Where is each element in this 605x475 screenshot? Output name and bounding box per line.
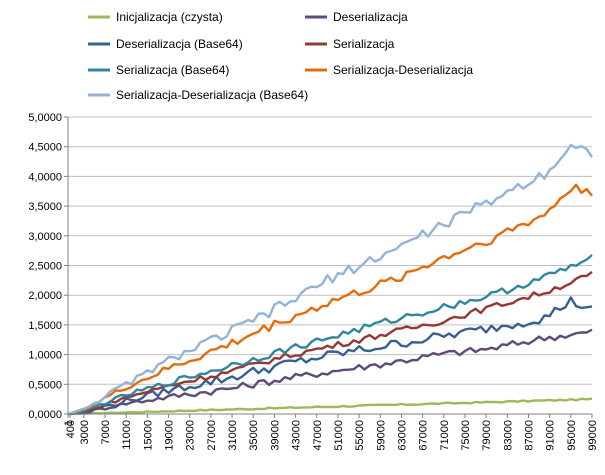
x-tick-label: 11000 — [121, 420, 133, 450]
x-tick-label: 71000 — [439, 420, 451, 451]
x-tick-label: 3000 — [79, 420, 91, 444]
x-tick-label: 75000 — [460, 420, 472, 451]
y-tick-label: 1,5000 — [28, 320, 62, 332]
x-tick-label: 15000 — [142, 420, 154, 451]
x-tick-label: 27000 — [206, 420, 218, 451]
series-line — [67, 296, 593, 416]
x-tick-label: 83000 — [502, 420, 514, 451]
x-tick-label: 47000 — [312, 420, 324, 451]
series-line — [67, 397, 593, 416]
y-axis-ticks: 0,0000 0,5000 1,0000 1,5000 2,0000 2,5000 3,00… — [28, 112, 68, 421]
y-tick-label: 1,0000 — [28, 350, 62, 362]
x-tick-label: 400 — [65, 420, 77, 438]
y-tick-label: 4,5000 — [28, 142, 62, 154]
x-tick-label: 23000 — [185, 420, 197, 451]
y-tick-label: 2,0000 — [28, 290, 62, 302]
x-tick-label: 87000 — [523, 420, 535, 451]
legend-label: Inicjalizacja (czysta) — [116, 10, 223, 24]
series-line — [67, 143, 594, 416]
series-line — [67, 270, 593, 416]
y-tick-label: 0,5000 — [28, 379, 62, 391]
legend: Inicjalizacja (czysta) Deserializacja Dese… — [88, 10, 473, 102]
series-line — [67, 183, 593, 416]
legend-label: Deserializacja (Base64) — [116, 37, 243, 51]
series-line — [67, 254, 593, 416]
legend-label: Deserializacja — [333, 10, 408, 24]
x-tick-label: 79000 — [481, 420, 493, 451]
x-tick-label: 19000 — [164, 420, 176, 451]
x-tick-label: 51000 — [333, 420, 345, 451]
series-line — [67, 328, 593, 416]
legend-label: Serializacja-Deserializacja (Base64) — [116, 88, 308, 102]
legend-label: Serializacja-Deserializacja — [333, 63, 473, 77]
x-tick-label: 39000 — [269, 420, 281, 451]
y-tick-label: 3,5000 — [28, 201, 62, 213]
x-tick-label: 55000 — [354, 420, 366, 451]
series-lines — [67, 143, 594, 416]
x-tick-label: 7000 — [100, 420, 112, 444]
x-tick-label: 91000 — [545, 420, 557, 451]
y-tick-label: 0,0000 — [28, 409, 62, 421]
x-tick-label: 63000 — [396, 420, 408, 451]
x-tick-label: 95000 — [566, 420, 578, 451]
x-tick-label: 43000 — [291, 420, 303, 451]
y-tick-label: 5,0000 — [28, 112, 62, 124]
y-tick-label: 2,5000 — [28, 261, 62, 273]
legend-label: Serializacja — [333, 37, 395, 51]
x-tick-label: 67000 — [418, 420, 430, 451]
x-tick-label: 35000 — [248, 420, 260, 451]
x-tick-label: 59000 — [375, 420, 387, 451]
y-tick-label: 3,0000 — [28, 231, 62, 243]
y-tick-label: 4,0000 — [28, 171, 62, 183]
x-tick-label: 31000 — [227, 420, 239, 451]
legend-label: Serializacja (Base64) — [116, 63, 229, 77]
gridlines — [68, 116, 592, 385]
x-tick-label: 99000 — [587, 420, 599, 451]
x-tick-label: 1 — [63, 420, 75, 426]
